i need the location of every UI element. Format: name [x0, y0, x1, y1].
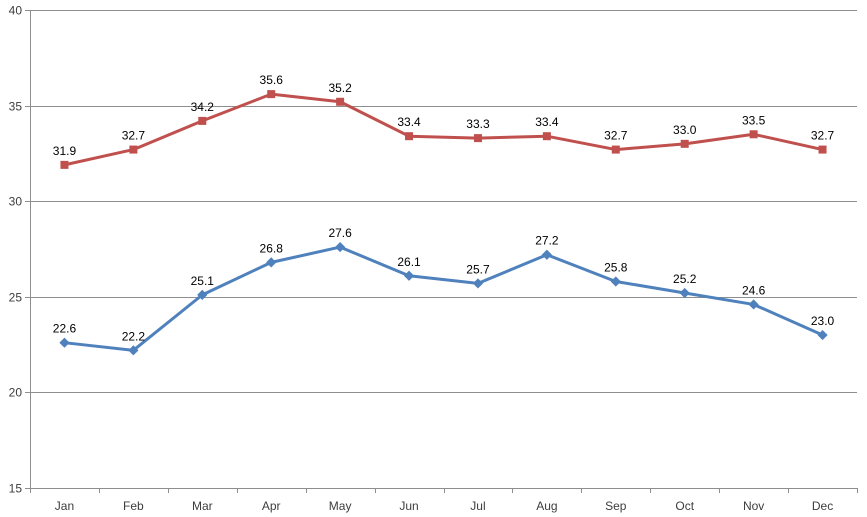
red-series-marker: [405, 132, 414, 141]
blue-series-line: [62, 245, 825, 352]
blue-series-data-label: 23.0: [811, 314, 835, 328]
red-series-data-label: 35.2: [328, 81, 352, 95]
blue-series-data-label: 24.6: [742, 283, 766, 297]
x-axis-label: Mar: [192, 499, 213, 513]
y-axis-tick-label: 25: [9, 291, 23, 305]
red-series-marker: [198, 116, 207, 125]
red-series-data-label: 35.6: [260, 73, 284, 87]
blue-series-data-label: 22.6: [53, 322, 77, 336]
y-axis-tick-label: 40: [9, 4, 23, 18]
red-series-data-label: 32.7: [122, 129, 146, 143]
red-series-marker: [680, 139, 689, 148]
blue-series-data-label: 27.6: [328, 226, 352, 240]
x-axis-label: Apr: [262, 499, 281, 513]
blue-series-data-label: 25.1: [191, 274, 215, 288]
red-series-line: [62, 92, 825, 167]
blue-series-marker: [197, 289, 208, 300]
blue-series-marker: [472, 278, 484, 289]
blue-series-marker: [335, 241, 346, 253]
red-series-data-label: 33.4: [397, 115, 421, 129]
red-series-data-label: 33.0: [673, 123, 697, 137]
red-series-marker: [749, 130, 758, 139]
y-axis-tick-label: 35: [9, 100, 23, 114]
blue-series-data-label: 25.2: [673, 272, 697, 286]
y-axis-tick-label: 20: [9, 386, 23, 400]
blue-series-marker: [541, 249, 552, 260]
blue-series-data-label: 22.2: [122, 329, 146, 343]
red-series-data-label: 34.2: [191, 100, 215, 114]
red-series-data-label: 33.5: [742, 113, 766, 127]
red-series-marker: [336, 97, 345, 106]
blue-series-data-label: 26.8: [260, 241, 284, 255]
blue-series-marker: [128, 345, 139, 356]
red-series-marker: [818, 145, 827, 154]
red-series-data-label: 33.4: [535, 115, 559, 129]
blue-series-data-label: 26.1: [397, 255, 421, 269]
red-series-data-label: 32.7: [604, 129, 628, 143]
x-axis-label: Aug: [536, 499, 557, 513]
blue-series-marker: [748, 299, 759, 310]
x-axis-label: Jan: [55, 499, 74, 513]
blue-series-marker: [817, 329, 828, 341]
red-series-data-label: 33.3: [466, 117, 490, 131]
blue-series-marker: [266, 257, 277, 268]
x-axis-label: Dec: [812, 499, 833, 513]
x-axis-label: Feb: [123, 499, 144, 513]
y-axis-tick-label: 15: [9, 482, 23, 496]
blue-series-marker: [59, 337, 70, 348]
red-series-marker: [129, 145, 138, 154]
blue-series-marker: [610, 276, 621, 287]
red-series-data-label: 32.7: [811, 129, 835, 143]
x-axis-label: Jul: [470, 499, 485, 513]
red-series-marker: [611, 145, 620, 154]
red-series-marker: [542, 132, 551, 141]
blue-series-data-label: 27.2: [535, 234, 559, 248]
red-series-marker: [473, 134, 482, 143]
red-series-data-label: 31.9: [53, 144, 77, 158]
y-axis-tick-label: 30: [9, 195, 23, 209]
x-axis-label: Nov: [743, 499, 764, 513]
x-axis-label: May: [329, 499, 352, 513]
blue-series-data-label: 25.7: [466, 262, 490, 276]
x-axis-label: Sep: [605, 499, 627, 513]
x-axis-label: Jun: [399, 499, 418, 513]
red-series-marker: [267, 90, 276, 99]
blue-series-marker: [679, 287, 690, 299]
red-series-marker: [60, 160, 69, 169]
x-axis-label: Oct: [675, 499, 694, 513]
blue-series-marker: [403, 270, 415, 281]
blue-series-data-label: 25.8: [604, 261, 628, 275]
